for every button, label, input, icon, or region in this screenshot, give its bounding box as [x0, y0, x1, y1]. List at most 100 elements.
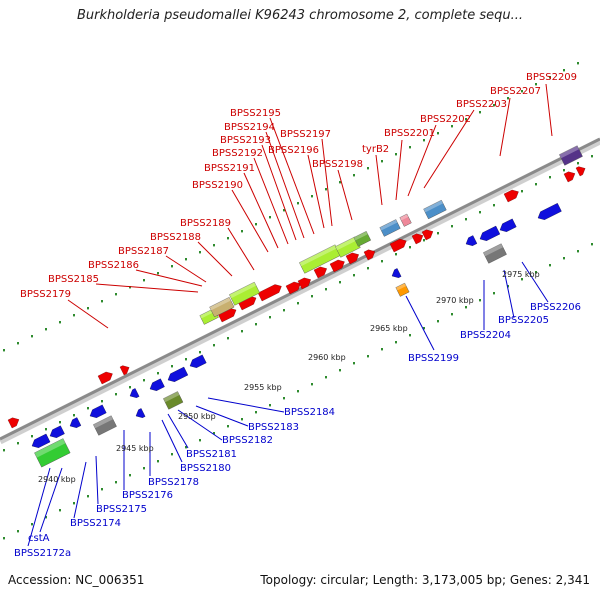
leader-line — [405, 295, 435, 351]
reverse-gene-arrow[interactable] — [188, 354, 207, 370]
forward-gene-arrow[interactable] — [313, 265, 329, 279]
gene-box[interactable] — [353, 230, 372, 247]
tick-mark — [269, 216, 271, 219]
gene-label[interactable]: BPSS2188 — [150, 232, 201, 243]
gene-label[interactable]: BPSS2186 — [88, 260, 139, 271]
gene-label[interactable]: cstA — [28, 533, 50, 544]
gene-label[interactable]: BPSS2176 — [122, 490, 173, 501]
gene-label[interactable]: BPSS2198 — [312, 159, 363, 170]
forward-gene-arrow[interactable] — [257, 282, 283, 302]
gene-label[interactable]: BPSS2205 — [498, 315, 549, 326]
gene-label[interactable]: BPSS2172a — [14, 548, 71, 559]
reverse-gene-arrow[interactable] — [166, 366, 189, 384]
kbp-label: 2965 kbp — [370, 324, 408, 333]
forward-gene-arrow[interactable] — [389, 237, 408, 253]
gene-label[interactable]: BPSS2180 — [180, 463, 231, 474]
gene-labels: BPSS2179 BPSS2185 BPSS2186 BPSS2187 BPSS2188… — [14, 72, 581, 559]
forward-gene-arrow[interactable] — [411, 232, 425, 245]
gene-label[interactable]: BPSS2207 — [490, 86, 541, 97]
gene-box[interactable] — [34, 438, 71, 468]
gene-label[interactable]: BPSS2189 — [180, 218, 231, 229]
reverse-gene-arrow[interactable] — [30, 433, 51, 450]
forward-gene-arrow[interactable] — [285, 280, 303, 295]
tick-mark — [255, 223, 257, 226]
forward-gene-arrow[interactable] — [297, 276, 313, 290]
tick-mark — [479, 111, 481, 114]
leader-line — [95, 283, 199, 293]
gene-label[interactable]: BPSS2175 — [96, 504, 147, 515]
gene-label[interactable]: BPSS2196 — [268, 145, 319, 156]
gene-box[interactable] — [209, 296, 235, 318]
leader-line — [269, 117, 315, 235]
gene-box[interactable] — [399, 213, 412, 227]
tick-mark — [241, 418, 243, 421]
gene-label[interactable]: BPSS2192 — [212, 148, 263, 159]
gene-box[interactable] — [379, 219, 401, 237]
tick-mark — [325, 288, 327, 291]
forward-gene-arrow[interactable] — [575, 164, 587, 177]
leader-line — [27, 467, 51, 547]
gene-label[interactable]: BPSS2191 — [204, 163, 255, 174]
gene-label[interactable]: BPSS2209 — [526, 72, 577, 83]
tick-mark — [17, 530, 19, 533]
tick-mark — [129, 286, 131, 289]
gene-label[interactable]: BPSS2193 — [220, 135, 271, 146]
reverse-gene-arrow[interactable] — [478, 225, 501, 243]
gene-box[interactable] — [229, 281, 260, 306]
gene-box[interactable] — [559, 145, 583, 166]
forward-gene-arrow[interactable] — [97, 370, 115, 385]
forward-gene-arrow[interactable] — [363, 248, 377, 261]
gene-label[interactable]: BPSS2202 — [420, 114, 471, 125]
tick-mark — [409, 246, 411, 249]
tick-mark — [297, 390, 299, 393]
gene-label[interactable]: BPSS2204 — [460, 330, 511, 341]
gene-label[interactable]: BPSS2195 — [230, 108, 281, 119]
reverse-gene-arrow[interactable] — [536, 203, 562, 222]
forward-gene-arrow[interactable] — [7, 416, 21, 429]
forward-gene-arrow[interactable] — [421, 228, 435, 241]
gene-label[interactable]: BPSS2183 — [248, 422, 299, 433]
gene-label[interactable]: BPSS2187 — [118, 246, 169, 257]
gene-label[interactable]: BPSS2197 — [280, 129, 331, 140]
forward-gene-arrow[interactable] — [503, 188, 521, 203]
gene-box[interactable] — [423, 199, 447, 220]
reverse-gene-arrow[interactable] — [128, 388, 140, 400]
gene-label[interactable]: BPSS2174 — [70, 518, 121, 529]
reverse-gene-arrow[interactable] — [464, 235, 478, 249]
gene-label[interactable]: BPSS2181 — [186, 449, 237, 460]
reverse-gene-arrow[interactable] — [498, 218, 517, 234]
reverse-gene-arrow[interactable] — [148, 378, 165, 393]
gene-label[interactable]: BPSS2206 — [530, 302, 581, 313]
tick-mark — [297, 302, 299, 305]
tick-mark — [185, 358, 187, 361]
tick-mark — [577, 250, 579, 253]
forward-gene-arrow[interactable] — [119, 363, 131, 376]
gene-box[interactable] — [483, 243, 507, 264]
gene-label[interactable]: tyrB2 — [362, 144, 389, 155]
tick-mark — [465, 306, 467, 309]
forward-gene-arrow[interactable] — [345, 251, 361, 265]
gene-box[interactable] — [163, 391, 184, 410]
gene-label[interactable]: BPSS2203 — [456, 99, 507, 110]
gene-box[interactable] — [395, 282, 410, 297]
tick-mark — [199, 439, 201, 442]
gene-label[interactable]: BPSS2199 — [408, 353, 459, 364]
gene-label[interactable]: BPSS2179 — [20, 289, 71, 300]
tick-mark — [409, 146, 411, 149]
gene-label[interactable]: BPSS2194 — [224, 122, 275, 133]
reverse-gene-arrow[interactable] — [134, 408, 146, 420]
reverse-gene-arrow[interactable] — [68, 417, 82, 431]
reverse-gene-arrow[interactable] — [390, 268, 402, 280]
gene-box[interactable] — [93, 415, 117, 436]
reverse-gene-arrow[interactable] — [88, 404, 107, 420]
gene-label[interactable]: BPSS2178 — [148, 477, 199, 488]
gene-label[interactable]: BPSS2184 — [284, 407, 335, 418]
forward-gene-arrow[interactable] — [563, 170, 577, 183]
gene-label[interactable]: BPSS2190 — [192, 180, 243, 191]
reverse-gene-arrow[interactable] — [48, 425, 65, 440]
tick-mark — [171, 453, 173, 456]
forward-gene-arrow[interactable] — [329, 258, 347, 273]
gene-label[interactable]: BPSS2185 — [48, 274, 99, 285]
gene-label[interactable]: BPSS2182 — [222, 435, 273, 446]
gene-label[interactable]: BPSS2201 — [384, 128, 435, 139]
